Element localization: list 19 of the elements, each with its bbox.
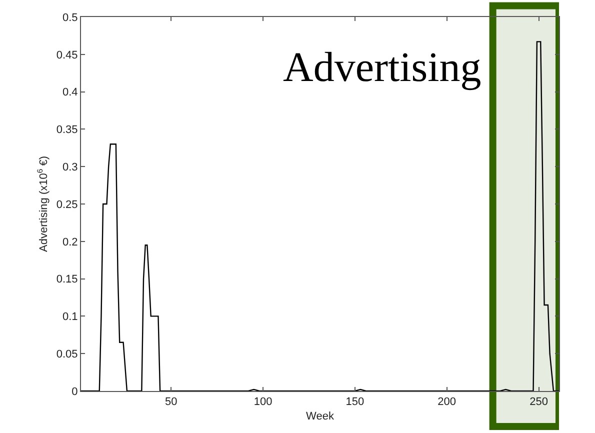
y-tick-label: 0.3 <box>62 161 78 174</box>
x-tick-label: 250 <box>530 396 548 408</box>
x-axis-title: Week <box>306 410 334 422</box>
y-tick-label: 0.45 <box>56 49 78 62</box>
y-tick-label: 0.2 <box>62 236 78 248</box>
y-tick-label: 0.1 <box>62 311 78 324</box>
x-tick-label: 200 <box>438 396 456 408</box>
y-tick-label: 0.05 <box>56 348 78 360</box>
line-series <box>81 41 559 391</box>
y-tick-label: 0.4 <box>62 86 78 99</box>
x-tick-label: 100 <box>254 396 272 408</box>
y-tick-label: 0 <box>72 386 78 398</box>
y-tick-label: 0.15 <box>56 274 78 286</box>
y-tick-label: 0.5 <box>62 12 78 24</box>
y-tick-label: 0.35 <box>56 124 78 136</box>
x-tick-label: 150 <box>346 396 364 408</box>
annotation: Advertising <box>283 45 482 91</box>
x-tick-label: 50 <box>164 396 178 408</box>
y-tick-label: 0.25 <box>56 198 78 211</box>
